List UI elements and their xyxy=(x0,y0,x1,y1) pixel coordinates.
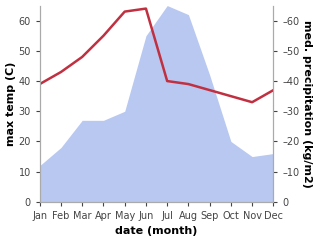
X-axis label: date (month): date (month) xyxy=(115,227,198,236)
Y-axis label: max temp (C): max temp (C) xyxy=(5,61,16,146)
Y-axis label: med. precipitation (kg/m2): med. precipitation (kg/m2) xyxy=(302,20,313,188)
